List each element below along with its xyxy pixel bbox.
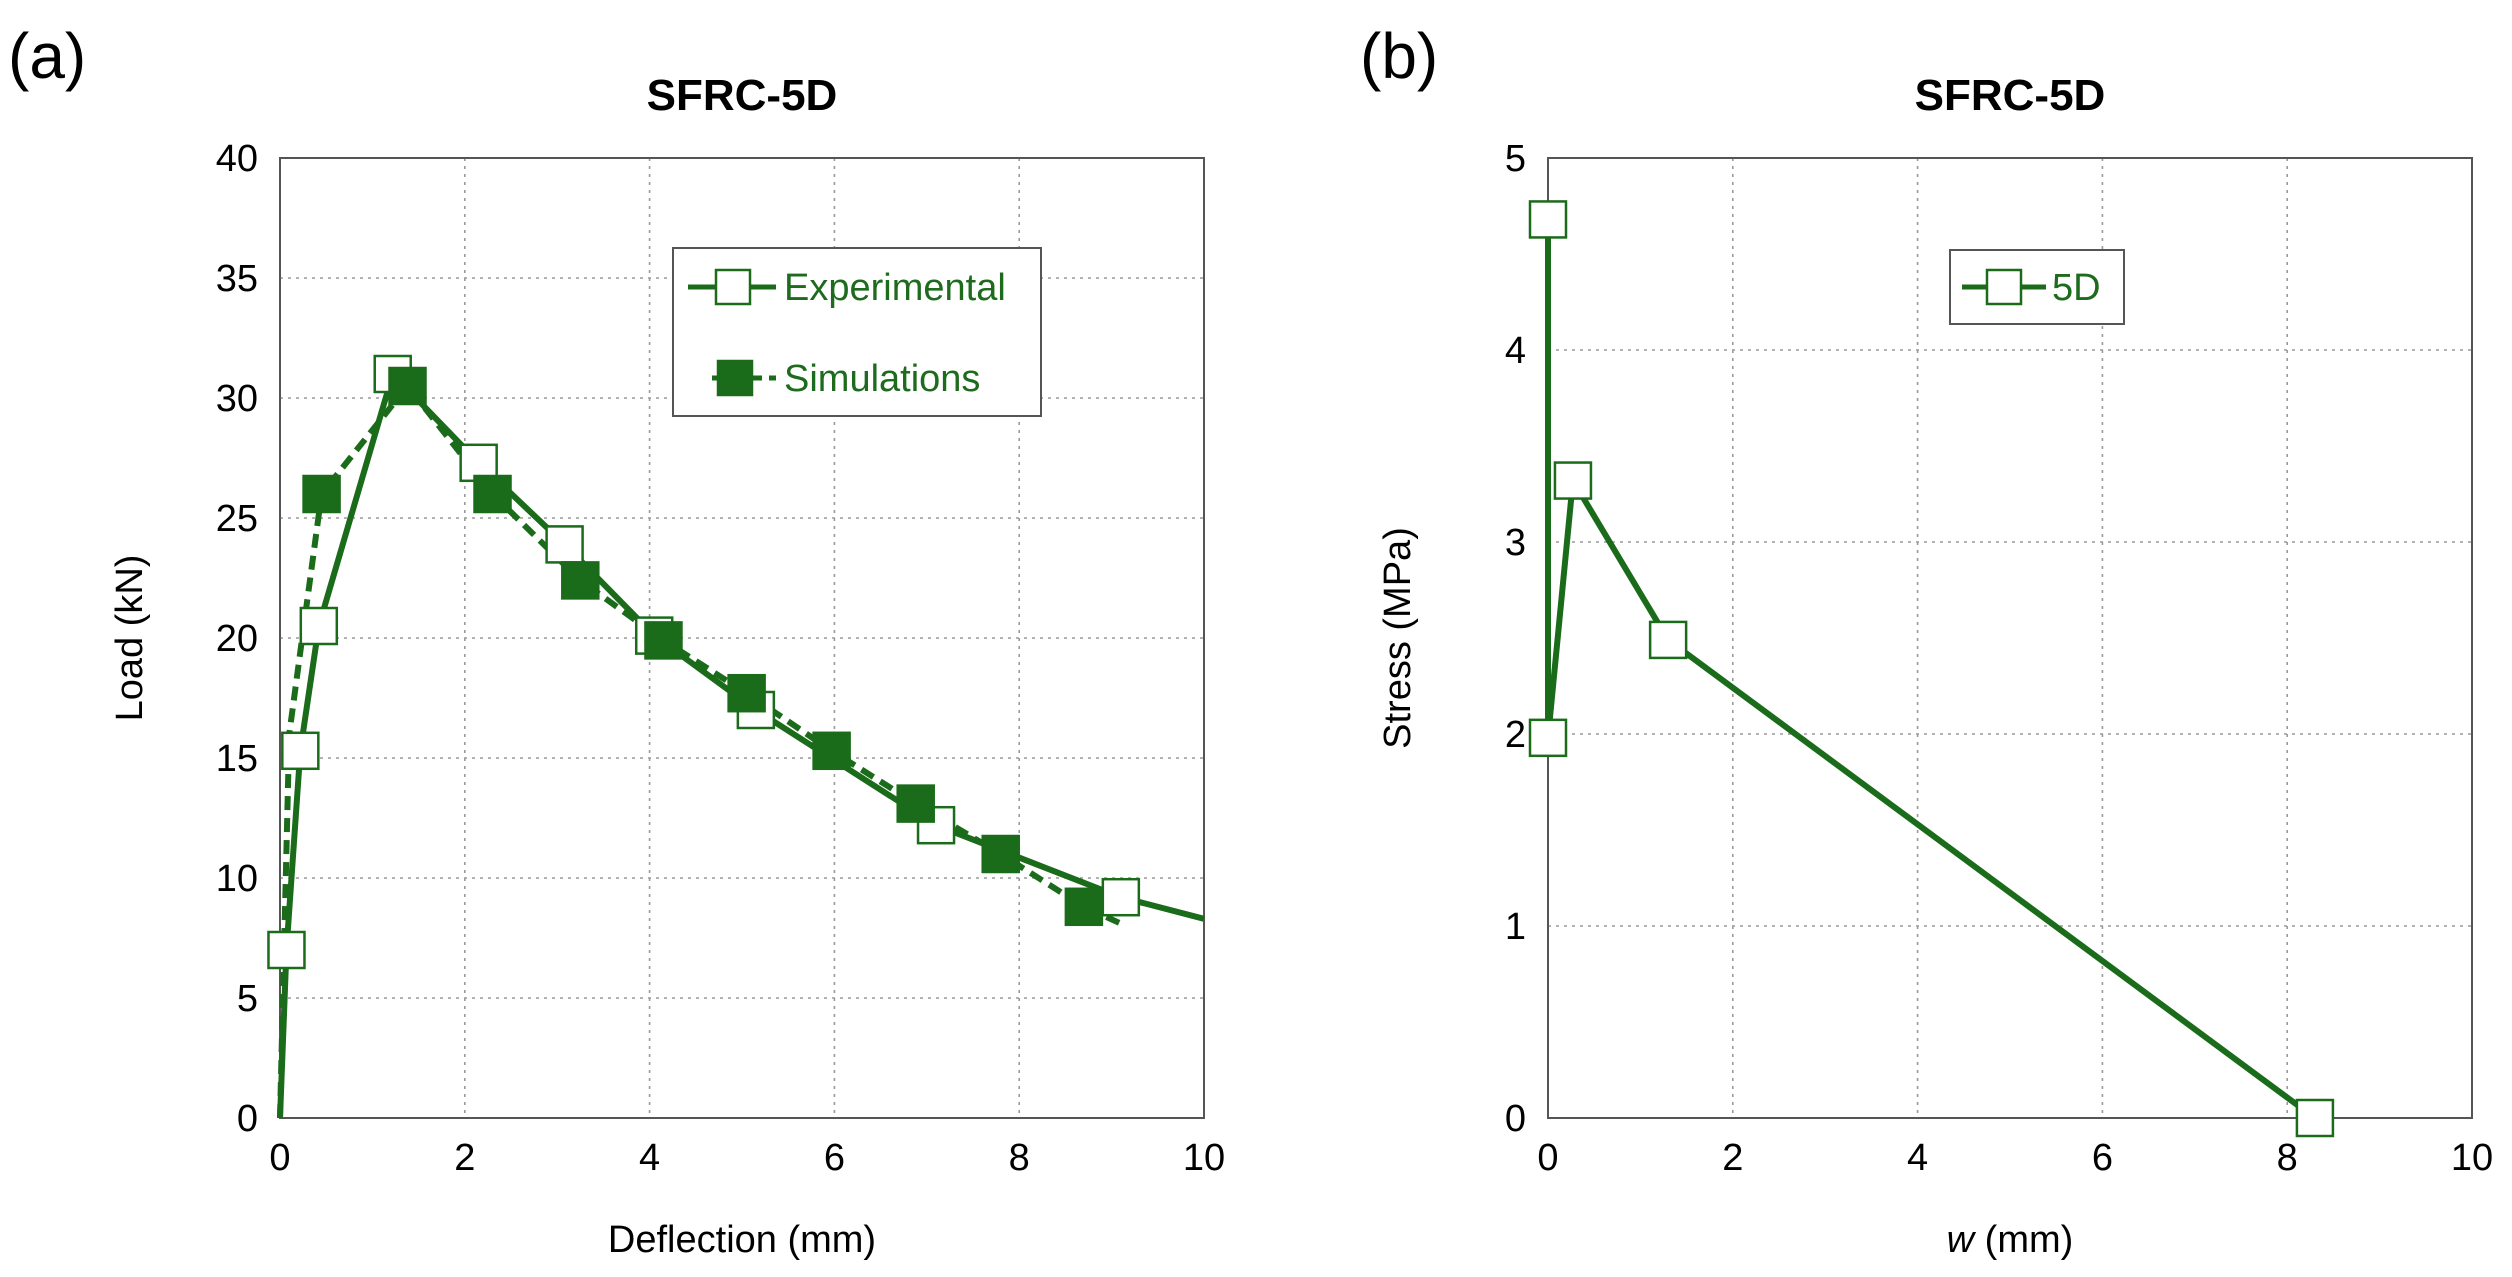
panel-a-series-experimental-marker	[1101, 877, 1141, 917]
legend-experimental-label: Experimental	[784, 267, 1006, 309]
panel-b-x-axis-label-italic: w	[1947, 1219, 1977, 1261]
panel-b-x-tick-label: 8	[2277, 1137, 2298, 1179]
panel-a-series-simulations-marker	[812, 731, 851, 771]
panel-a-legend: Experimental Simulations	[672, 247, 1042, 417]
panel-b-y-tick-label: 5	[1505, 138, 1526, 180]
panel-a-y-tick-label: 25	[216, 498, 258, 540]
panel-a-series-experimental-marker	[545, 525, 584, 564]
panel-a-x-tick-label: 6	[824, 1137, 845, 1179]
panel-b-title: SFRC-5D	[1915, 71, 2106, 120]
panel-a-x-tick-label: 4	[639, 1137, 660, 1179]
panel-a-series-simulations-marker	[896, 784, 935, 823]
panel-a-label: (a)	[8, 20, 86, 92]
panel-a-y-axis-label: Load (kN)	[109, 555, 151, 722]
panel-b: (b) SFRC-5D 0 2 4 6 8 10 0 1 2 3 4 5 w (mm) Stress …	[1360, 20, 2493, 1261]
panel-a-x-tick-label: 2	[454, 1137, 475, 1179]
panel-a-series-simulations-line	[277, 383, 1123, 1119]
panel-b-y-tick-label: 4	[1505, 330, 1526, 372]
panel-b-y-tick-label: 2	[1505, 714, 1526, 756]
panel-a-series-simulations-marker	[561, 561, 600, 600]
panel-b-y-tick-label: 1	[1505, 906, 1526, 948]
panel-a-series-experimental-marker	[299, 606, 339, 646]
panel-b-series-5d-marker	[2295, 1098, 2335, 1138]
legend-5d-marker	[1985, 268, 2023, 306]
panel-a-y-tick-label: 20	[216, 618, 258, 660]
panel-b-series-5d-line	[1545, 219, 2317, 1121]
panel-a-series-experimental-line	[277, 371, 1205, 1119]
panel-a-y-tick-label: 30	[216, 378, 258, 420]
panel-a-series-simulations-marker	[1064, 887, 1104, 927]
panel-a-title: SFRC-5D	[647, 71, 838, 120]
panel-b-legend: 5D	[1949, 249, 2125, 325]
panel-b-y-tick-label: 3	[1505, 522, 1526, 564]
panel-b-x-tick-label: 4	[1907, 1137, 1928, 1179]
panel-a-series-simulations-marker	[473, 474, 512, 514]
panel-a-plot-frame	[279, 157, 1205, 1119]
legend-5d-label: 5D	[2052, 267, 2101, 309]
panel-a-y-tick-label: 0	[237, 1098, 258, 1140]
panel-b-x-tick-label: 10	[2451, 1137, 2493, 1179]
panel-b-x-tick-label: 2	[1722, 1137, 1743, 1179]
panel-a-series-experimental-marker	[267, 930, 306, 970]
panel-b-x-axis-label: w (mm)	[1947, 1219, 2074, 1261]
panel-a-y-tick-label: 40	[216, 138, 258, 180]
panel-a-x-tick-label: 0	[269, 1137, 290, 1179]
panel-a-x-tick-label: 10	[1183, 1137, 1225, 1179]
panel-b-y-tick-label: 0	[1505, 1098, 1526, 1140]
panel-a-series-simulations-marker	[727, 673, 766, 713]
panel-a-series-experimental-marker	[281, 731, 320, 771]
panel-a-series-simulations-marker	[981, 834, 1020, 874]
panel-b-y-axis-label: Stress (MPa)	[1377, 527, 1419, 749]
panel-a: (a) SFRC-5D 0 2 4 6 8 10 0 5 10 15 20 25 30 35 40 Defl…	[8, 20, 1225, 1261]
panel-a-y-tick-label: 10	[216, 858, 258, 900]
panel-a-series-simulations-marker	[302, 474, 341, 514]
legend-simulations-label: Simulations	[784, 358, 980, 400]
panel-a-series-simulations-marker	[388, 366, 427, 406]
panel-b-x-tick-label: 0	[1537, 1137, 1558, 1179]
panel-a-series-simulations-marker	[644, 621, 683, 660]
legend-experimental-marker	[714, 268, 752, 306]
panel-b-x-tick-label: 6	[2092, 1137, 2113, 1179]
legend-simulations-marker	[716, 359, 754, 397]
panel-a-y-tick-label: 35	[216, 258, 258, 300]
panel-a-y-tick-label: 15	[216, 738, 258, 780]
panel-b-series-5d-marker	[1528, 718, 1568, 758]
panel-b-series-5d-marker	[1553, 461, 1593, 500]
panel-a-x-axis-label: Deflection (mm)	[608, 1219, 876, 1261]
panel-a-y-tick-label: 5	[237, 978, 258, 1020]
panel-b-series-5d-marker	[1528, 200, 1568, 239]
panel-a-x-tick-label: 8	[1009, 1137, 1030, 1179]
panel-b-label: (b)	[1360, 20, 1438, 92]
panel-b-x-axis-label-unit: (mm)	[1974, 1219, 2073, 1261]
panel-b-series-5d-marker	[1648, 620, 1688, 660]
